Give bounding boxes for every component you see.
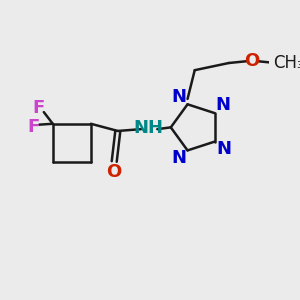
Text: N: N [216,140,231,158]
Text: NH: NH [133,119,163,137]
Text: CH₃: CH₃ [273,54,300,72]
Text: N: N [215,96,230,114]
Text: F: F [32,99,44,117]
Text: F: F [27,118,39,136]
Text: N: N [171,88,186,106]
Text: O: O [106,163,122,181]
Text: N: N [171,148,186,166]
Text: O: O [244,52,260,70]
